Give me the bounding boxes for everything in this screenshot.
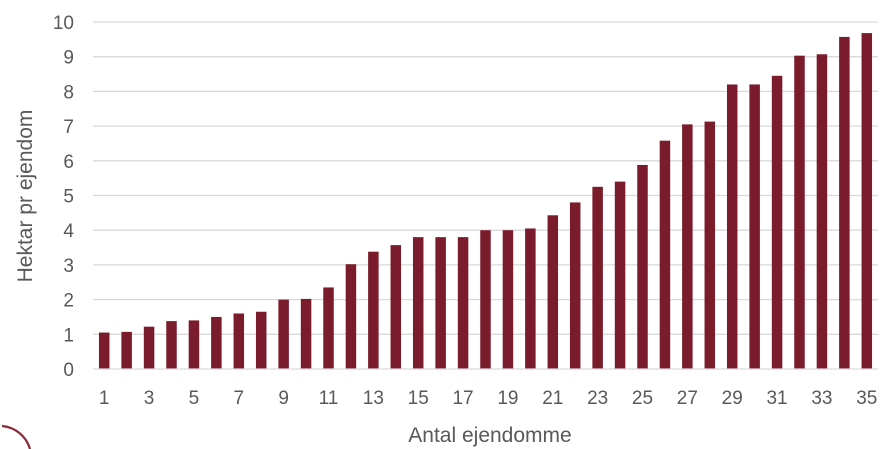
- y-tick-label: 4: [63, 221, 74, 242]
- bar: [255, 311, 267, 369]
- bar: [592, 186, 603, 369]
- x-tick-label: 21: [542, 388, 563, 409]
- bar: [300, 298, 312, 369]
- x-tick-label: 17: [452, 388, 473, 409]
- bar: [637, 164, 648, 369]
- bar: [233, 313, 245, 369]
- y-axis-title: Hektar pr ejendom: [14, 110, 37, 283]
- x-tick-label: 33: [811, 388, 832, 409]
- y-tick-label: 1: [63, 325, 74, 346]
- bar: [480, 230, 491, 369]
- y-tick-label: 10: [53, 13, 74, 34]
- gridlines: [93, 21, 878, 335]
- bar: [771, 75, 783, 369]
- bar: [816, 54, 828, 370]
- bar: [390, 245, 402, 369]
- x-tick-label: 31: [766, 388, 787, 409]
- bar: [525, 228, 536, 369]
- y-tick-label: 6: [63, 152, 74, 173]
- x-tick-label: 7: [234, 388, 245, 409]
- bar: [502, 230, 514, 369]
- y-tick-label: 2: [63, 291, 74, 312]
- bar: [547, 215, 559, 369]
- bar: [435, 237, 446, 369]
- bar: [749, 84, 760, 370]
- y-tick-label: 0: [63, 360, 74, 381]
- x-tick-label: 1: [99, 388, 110, 409]
- x-tick-label: 3: [144, 388, 155, 409]
- x-tick-label: 27: [677, 388, 698, 409]
- logo-fragment: [1, 424, 32, 449]
- x-tick-label: 9: [278, 388, 289, 409]
- bar: [345, 264, 357, 369]
- x-tick-label: 23: [587, 388, 608, 409]
- bar: [457, 237, 469, 369]
- bar: [726, 84, 738, 370]
- bar: [323, 287, 334, 369]
- bar: [794, 55, 805, 369]
- bar: [278, 299, 289, 369]
- y-tick-label: 3: [63, 256, 74, 277]
- y-tick-label: 7: [63, 117, 74, 138]
- bar: [143, 326, 155, 369]
- bars: [98, 33, 873, 370]
- bar: [211, 316, 222, 369]
- x-tick-label: 35: [856, 388, 877, 409]
- bar: [368, 251, 379, 369]
- x-tick-label: 15: [408, 388, 429, 409]
- bar: [704, 121, 716, 369]
- y-tick-label: 5: [63, 187, 74, 208]
- y-tick-label: 8: [63, 82, 74, 103]
- bar: [412, 237, 424, 369]
- bar: [682, 124, 693, 370]
- bar: [614, 181, 626, 369]
- x-tick-label: 25: [632, 388, 653, 409]
- bar: [98, 332, 110, 369]
- x-tick-label: 19: [497, 388, 518, 409]
- x-axis-title: Antal ejendomme: [408, 424, 571, 447]
- y-tick-labels: 0 1 2 3 4 5 6 7 8 9 10: [53, 13, 75, 381]
- bar: [569, 202, 581, 369]
- bar: [659, 140, 671, 369]
- x-tick-label: 5: [189, 388, 200, 409]
- bar: [166, 321, 177, 369]
- y-tick-label: 9: [63, 48, 74, 69]
- bar: [121, 331, 132, 369]
- bar: [861, 33, 873, 369]
- x-tick-label: 11: [319, 388, 339, 409]
- x-tick-label: 13: [363, 388, 384, 409]
- bar: [188, 320, 200, 369]
- x-tick-label: 29: [722, 388, 743, 409]
- bar: [839, 36, 850, 370]
- x-tick-labels: 1 3 5 7 9 11 13 15 17 19 21 23 25 27 29 31 33 35: [99, 388, 877, 409]
